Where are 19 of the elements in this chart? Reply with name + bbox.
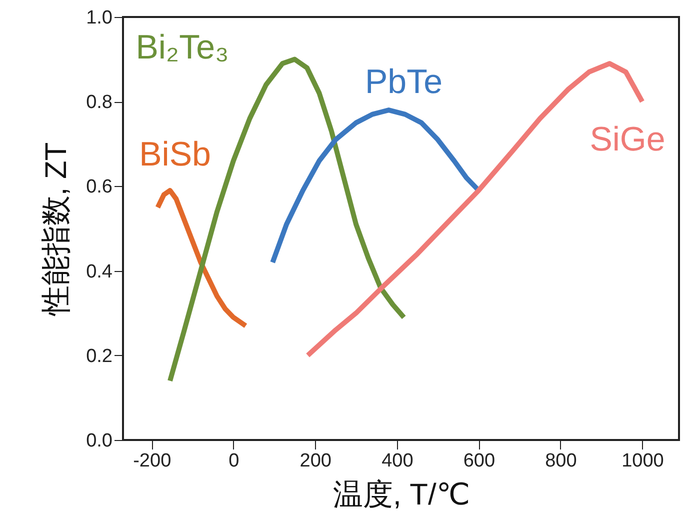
series-label: Bi₂Te₃ <box>136 28 229 66</box>
series-label: SiGe <box>590 120 666 159</box>
y-axis-title: 性能指数, ZT <box>40 142 74 317</box>
y-tick-label: 0.4 <box>86 261 113 282</box>
x-tick-label: 600 <box>463 450 496 472</box>
series-label: PbTe <box>364 63 442 102</box>
x-tick-label: 400 <box>382 450 414 472</box>
x-tick-label: 200 <box>300 450 332 472</box>
y-tick-label: 0.6 <box>86 176 112 198</box>
y-tick-label: 1.0 <box>86 8 112 28</box>
x-tick-label: 0 <box>228 450 240 472</box>
x-tick-label: 1000 <box>622 450 664 472</box>
x-axis-title: 温度, T/℃ <box>332 478 470 512</box>
y-tick-label: 0.2 <box>86 346 112 367</box>
series-label: BiSb <box>139 135 211 174</box>
x-tick-label: 800 <box>545 450 577 472</box>
y-tick-label: 0.8 <box>86 92 112 114</box>
y-tick-label: 0.0 <box>86 430 112 452</box>
x-tick-label: -200 <box>133 450 172 472</box>
